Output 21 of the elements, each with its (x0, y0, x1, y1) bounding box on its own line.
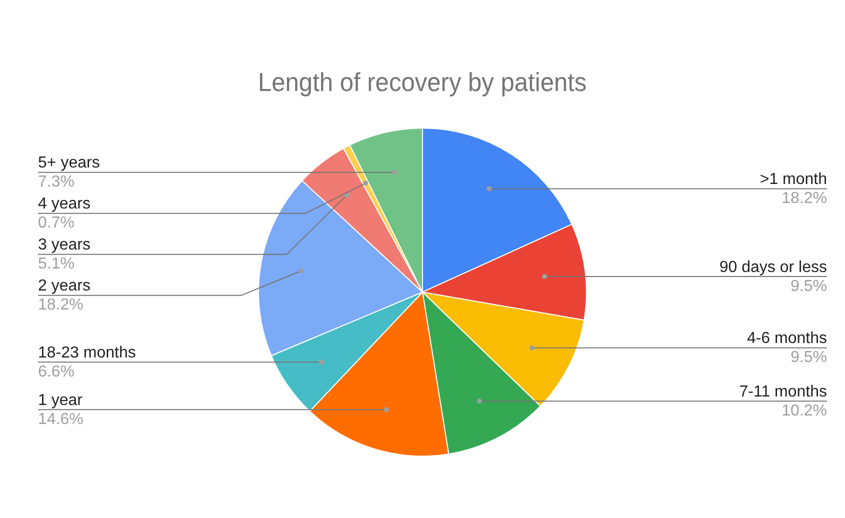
slice-label: 2 years (38, 278, 90, 295)
data-label: 18.2% (38, 296, 84, 314)
slice-label: 4 years (38, 196, 90, 213)
data-label: 14.6% (38, 411, 84, 428)
slice-label: >1 month (760, 171, 827, 188)
data-label: 9.5% (790, 278, 827, 295)
data-label: 10.2% (782, 402, 827, 420)
data-label: 9.5% (790, 349, 827, 366)
slice-label: 3 years (38, 236, 90, 254)
slice-label: 5+ years (38, 154, 100, 172)
data-label: 5.1% (38, 256, 74, 273)
data-label: 0.7% (38, 214, 74, 232)
data-label: 18.2% (782, 190, 827, 208)
data-label: 6.6% (38, 364, 74, 380)
slice-label: 90 days or less (719, 258, 827, 276)
slice-label: 1 year (38, 392, 84, 410)
chart-title: Length of recovery by patients (258, 68, 587, 97)
slice-label: 7-11 months (739, 384, 827, 401)
data-label: 7.3% (38, 174, 74, 191)
slice-label: 4-6 months (746, 330, 827, 348)
slice-label: 18-23 months (38, 344, 136, 362)
